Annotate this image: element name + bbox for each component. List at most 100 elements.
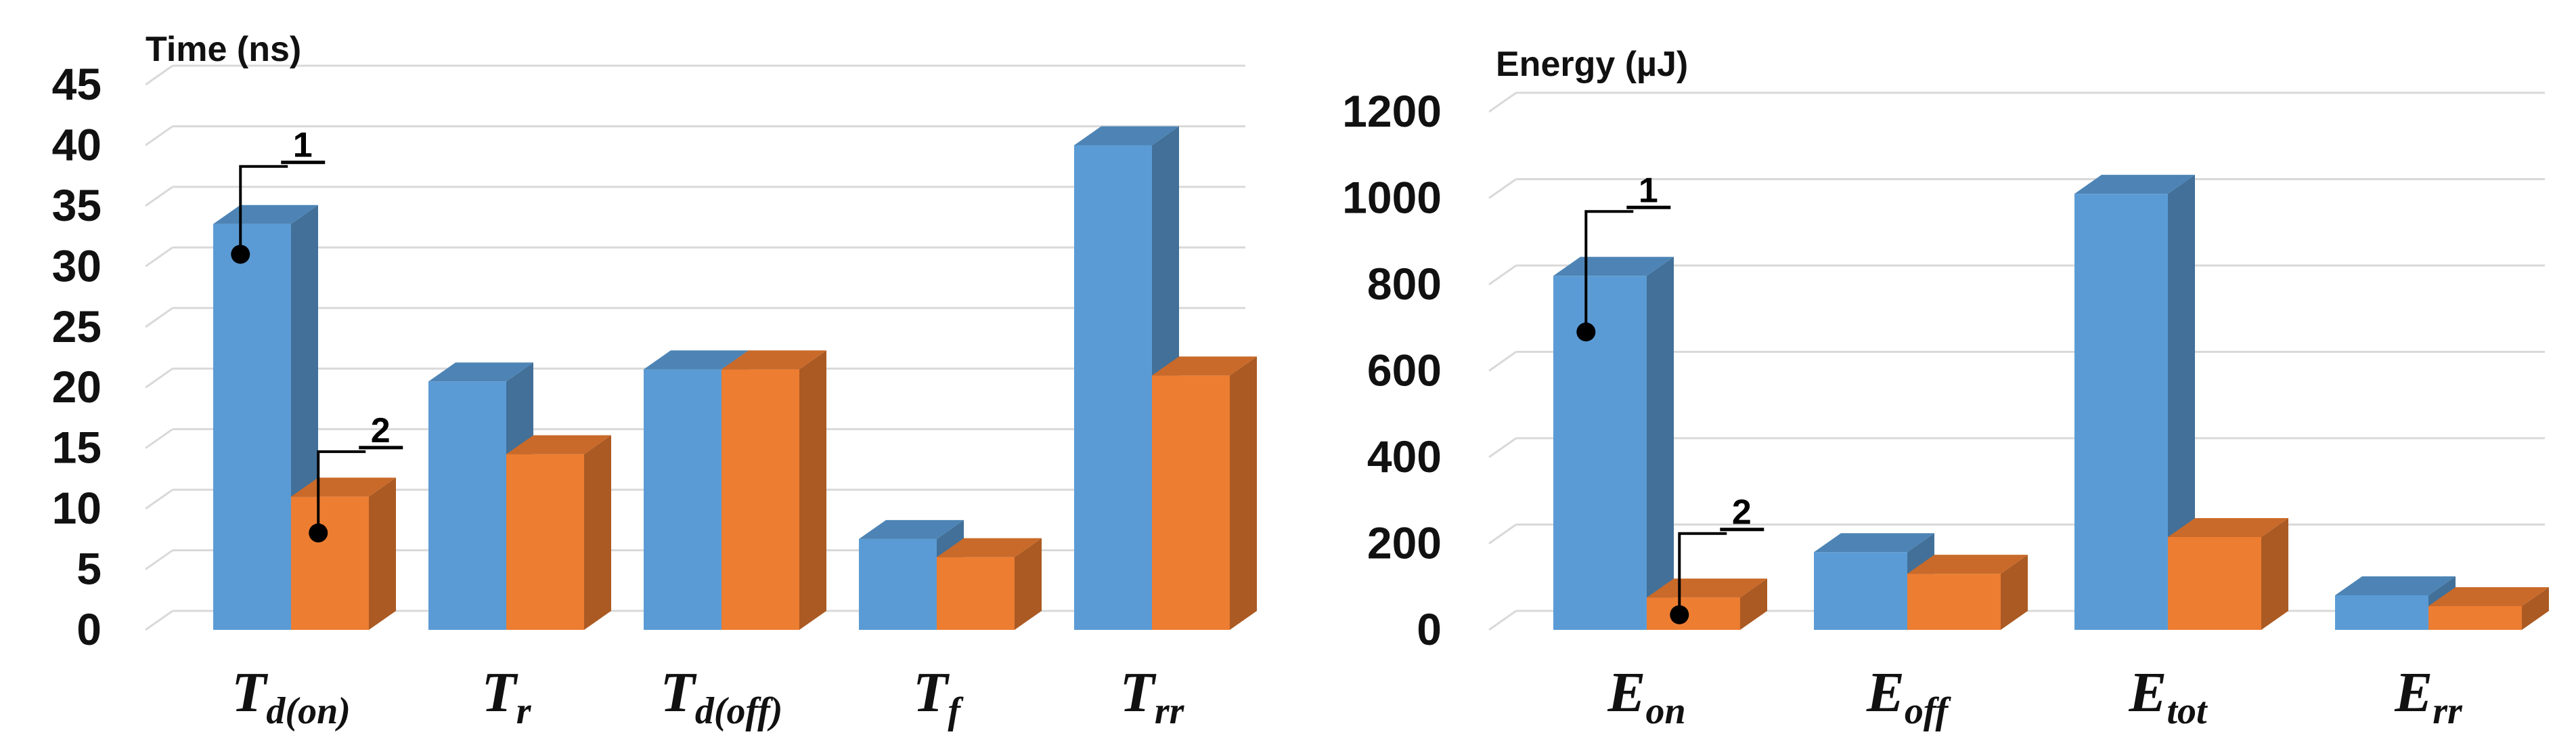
gridline-diag: [145, 610, 173, 631]
bar-front: [937, 557, 1015, 630]
annotation-label: 2: [371, 411, 391, 450]
annotation-dot: [309, 523, 328, 542]
x-category-label: Td(off): [661, 661, 783, 732]
x-category-label: Trr: [1120, 661, 1185, 732]
y-tick-label: 15: [52, 423, 102, 473]
bar-2-1: [1647, 578, 1767, 630]
bar-2-2: [506, 435, 611, 630]
y-tick-label: 10: [52, 483, 102, 533]
bar-top: [2168, 517, 2288, 537]
bar-side: [369, 477, 396, 630]
bar-top: [1647, 578, 1767, 598]
category-subscript: d(off): [695, 690, 783, 732]
x-category-label: Err: [2394, 661, 2463, 732]
y-tick-label: 20: [52, 362, 102, 412]
gridline-diag: [1488, 91, 1517, 113]
category-subscript: tot: [2167, 690, 2208, 732]
category-subscript: on: [1645, 690, 1685, 732]
x-category-label: Eoff: [1866, 661, 1952, 732]
bar-1-3: [2074, 175, 2195, 630]
annotation-2: 2: [309, 411, 403, 542]
y-tick-label: 600: [1367, 345, 1442, 396]
x-category-label: Tr: [481, 661, 531, 732]
category-main: T: [913, 661, 950, 724]
category-subscript: d(on): [266, 690, 350, 732]
bar-top: [2428, 587, 2549, 606]
y-axis-label: Time (ns): [146, 30, 301, 69]
gridline-diag: [145, 247, 173, 268]
gridline-diag: [145, 549, 173, 570]
annotation-1: 1: [231, 126, 326, 264]
bar-front: [506, 454, 584, 630]
bar-2-5: [1152, 356, 1257, 630]
y-axis-label: Energy (µJ): [1496, 45, 1688, 84]
bar-front: [2074, 194, 2168, 630]
bar-front: [1814, 552, 1907, 630]
bar-2-4: [937, 538, 1042, 630]
gridline-diag: [145, 488, 173, 510]
y-tick-label: 5: [76, 544, 102, 594]
bar-top: [1907, 555, 2028, 574]
y-tick-label: 30: [52, 240, 102, 291]
gridline-diag: [1488, 610, 1517, 631]
bar-side: [2168, 175, 2195, 630]
bar-front: [2168, 536, 2261, 630]
bar-top: [428, 362, 533, 382]
bar-front: [213, 224, 291, 630]
gridline-diag: [145, 125, 173, 146]
bar-side: [1015, 538, 1042, 630]
gridline-diag: [1488, 437, 1517, 459]
category-subscript: r: [516, 690, 532, 732]
annotation-dot: [231, 244, 250, 264]
bar-1-1: [213, 205, 318, 630]
category-main: T: [1120, 661, 1157, 724]
gridline-diag: [1488, 264, 1517, 286]
bar-front: [291, 496, 369, 630]
bar-side: [1647, 257, 1674, 630]
bar-1-1: [1553, 257, 1674, 630]
bar-front: [1907, 574, 2001, 630]
x-category-label: Td(on): [231, 661, 351, 732]
bar-side: [2261, 517, 2288, 630]
gridline-diag: [1488, 524, 1517, 545]
leader-line: [1584, 210, 1634, 333]
y-tick-label: 25: [52, 301, 102, 352]
bar-front: [1647, 597, 1740, 630]
bar-front: [2428, 605, 2522, 630]
y-tick-label: 0: [1417, 604, 1442, 654]
annotation-label: 1: [1639, 171, 1658, 210]
leader-line: [239, 165, 288, 255]
bar-top: [1553, 257, 1674, 276]
bar-top: [2335, 576, 2456, 595]
annotation-label: 1: [293, 126, 313, 165]
bar-side: [1230, 356, 1257, 630]
category-subscript: f: [948, 690, 964, 732]
bar-2-4: [2428, 587, 2549, 630]
leader-line: [1678, 532, 1727, 615]
bar-top: [859, 519, 964, 539]
y-tick-label: 1000: [1342, 173, 1442, 223]
annotation-dot: [1670, 605, 1689, 624]
y-tick-label: 45: [52, 59, 102, 109]
x-category-label: Tf: [913, 661, 964, 732]
y-tick-label: 40: [52, 119, 102, 169]
bar-top: [2074, 175, 2195, 194]
y-tick-label: 1200: [1342, 86, 1442, 136]
bar-2-2: [1907, 555, 2028, 630]
category-subscript: off: [1905, 690, 1952, 732]
x-category-label: Etot: [2128, 661, 2208, 732]
category-main: T: [661, 661, 698, 724]
bar-2-3: [721, 350, 826, 630]
bar-front: [2335, 595, 2428, 630]
category-main: E: [1607, 661, 1645, 724]
annotation-1: 1: [1576, 171, 1671, 342]
bar-top: [644, 350, 749, 370]
y-tick-label: 200: [1367, 518, 1442, 568]
bar-side: [2522, 587, 2549, 630]
category-main: T: [481, 661, 518, 724]
gridline-diag: [1488, 351, 1517, 372]
leader-line: [317, 450, 366, 533]
